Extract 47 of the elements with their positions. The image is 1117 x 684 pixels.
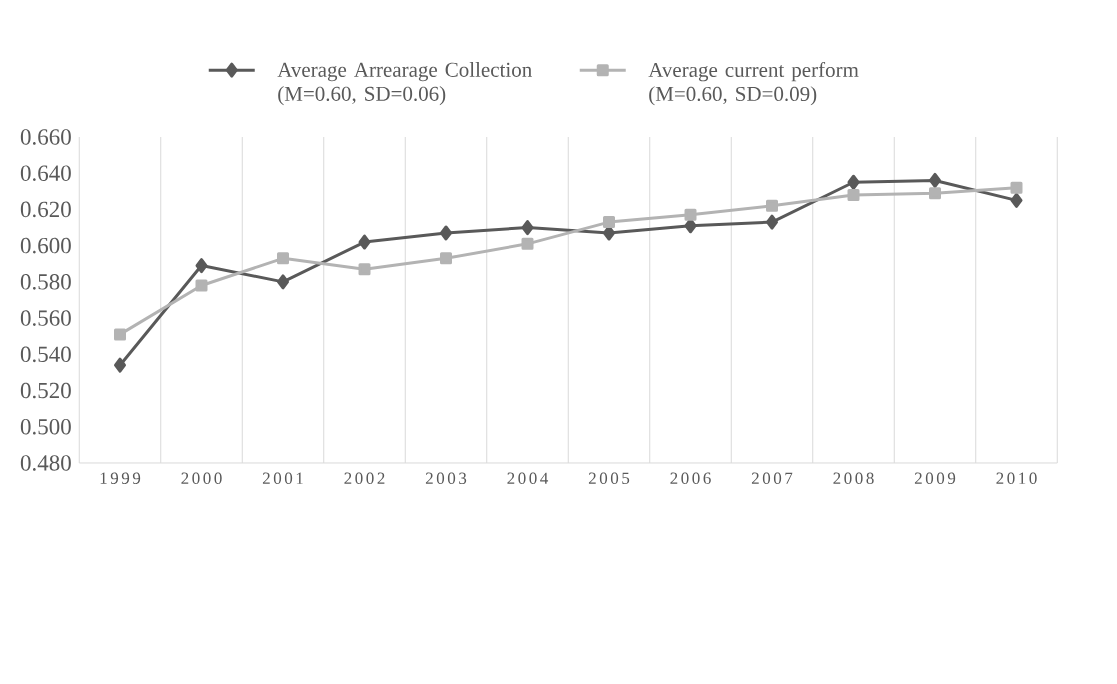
point: [114, 357, 127, 373]
point: [358, 234, 371, 250]
x-tick-label: 1999: [100, 472, 141, 484]
point: [277, 274, 290, 290]
x-tick-label: 2004: [507, 472, 549, 484]
y-tick-label: 0.600: [20, 237, 71, 254]
point: [684, 218, 697, 234]
point: [1010, 192, 1023, 208]
y-tick-label: 0.640: [20, 165, 71, 182]
point: [766, 199, 779, 212]
y-tick-label: 0.540: [20, 346, 71, 363]
point: [277, 252, 290, 265]
y-tick-label: 0.500: [20, 418, 71, 435]
y-tick-label: 0.580: [20, 274, 71, 290]
point: [114, 328, 127, 341]
x-tick-label: 2005: [588, 472, 630, 484]
point: [847, 174, 860, 190]
y-tick-label: 0.560: [20, 310, 71, 326]
y-tick-label: 0.480: [20, 455, 71, 471]
x-tick-label: 2007: [751, 472, 793, 484]
point: [440, 252, 452, 265]
x-tick-label: 2009: [914, 472, 956, 484]
point: [766, 214, 779, 230]
point: [195, 258, 208, 274]
point: [521, 237, 534, 250]
point: [358, 263, 371, 276]
point: [1010, 181, 1023, 194]
x-tick-label: 2002: [344, 472, 385, 484]
point: [847, 188, 860, 201]
point: [195, 279, 208, 292]
x-tick-label: 2000: [181, 472, 222, 484]
legend-label: Average current perform (M=0.60, SD=0.09): [648, 62, 859, 106]
y-tick-label: 0.520: [20, 382, 71, 399]
x-tick-label: 2003: [425, 472, 467, 484]
point: [929, 187, 941, 200]
legend-label: Average Arrearage Collection (M=0.60, SD=0.06): [277, 62, 532, 106]
point: [603, 216, 615, 229]
point: [440, 225, 452, 241]
point: [929, 172, 941, 188]
point: [684, 208, 697, 221]
x-tick-label: 2008: [833, 472, 874, 484]
y-tick-label: 0.620: [20, 201, 71, 218]
x-tick-label: 2010: [996, 472, 1037, 484]
y-tick-label: 0.660: [20, 129, 71, 145]
x-tick-label: 2001: [262, 472, 303, 484]
x-tick-label: 2006: [670, 472, 711, 484]
point: [521, 220, 534, 236]
